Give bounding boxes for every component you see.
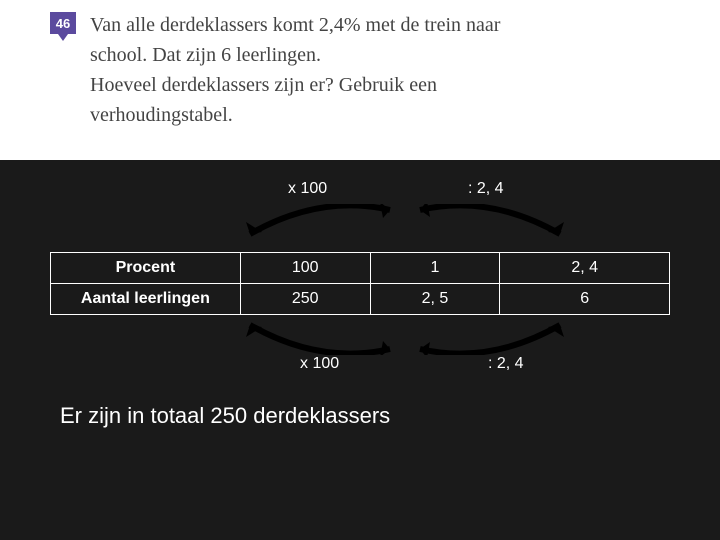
answer-text: Er zijn in totaal 250 derdeklassers: [60, 403, 720, 429]
label-div-bottom: : 2, 4: [488, 355, 524, 373]
row-header-procent: Procent: [51, 253, 241, 284]
cell-aantal-250: 250: [240, 284, 370, 315]
question-text: Van alle derdeklassers komt 2,4% met de …: [90, 10, 670, 130]
label-x100-top: x 100: [288, 180, 327, 198]
table-row: Procent 100 1 2, 4: [51, 253, 670, 284]
question-panel: 46 Van alle derdeklassers komt 2,4% met …: [0, 0, 720, 160]
row-header-aantal: Aantal leerlingen: [51, 284, 241, 315]
question-number: 46: [56, 16, 70, 31]
top-operation-labels: x 100 : 2, 4: [0, 180, 720, 204]
question-line-1: Van alle derdeklassers komt 2,4% met de …: [90, 14, 500, 36]
cell-aantal-2-5: 2, 5: [370, 284, 500, 315]
cell-procent-1: 1: [370, 253, 500, 284]
label-div-top: : 2, 4: [468, 180, 504, 198]
arrow-bottom-left-icon: [230, 315, 410, 355]
question-number-badge: 46: [50, 12, 80, 42]
question-line-4: verhoudingstabel.: [90, 104, 233, 126]
top-arrows: [0, 204, 720, 244]
cell-procent-100: 100: [240, 253, 370, 284]
cell-aantal-6: 6: [500, 284, 670, 315]
badge-arrow-icon: 46: [50, 12, 76, 34]
label-x100-bottom: x 100: [300, 355, 339, 373]
cell-procent-2-4: 2, 4: [500, 253, 670, 284]
question-line-3: Hoeveel derdeklassers zijn er? Gebruik e…: [90, 74, 437, 96]
bottom-arrows: [0, 315, 720, 355]
ratio-table: Procent 100 1 2, 4 Aantal leerlingen 250…: [50, 252, 670, 315]
arrow-bottom-right-icon: [400, 315, 580, 355]
ratio-diagram: x 100 : 2, 4 Procent 100 1 2, 4 Aantal l…: [0, 180, 720, 429]
question-line-2: school. Dat zijn 6 leerlingen.: [90, 44, 321, 66]
arrow-top-left-icon: [230, 204, 410, 244]
arrow-top-right-icon: [400, 204, 580, 244]
table-row: Aantal leerlingen 250 2, 5 6: [51, 284, 670, 315]
bottom-operation-labels: x 100 : 2, 4: [0, 355, 720, 379]
